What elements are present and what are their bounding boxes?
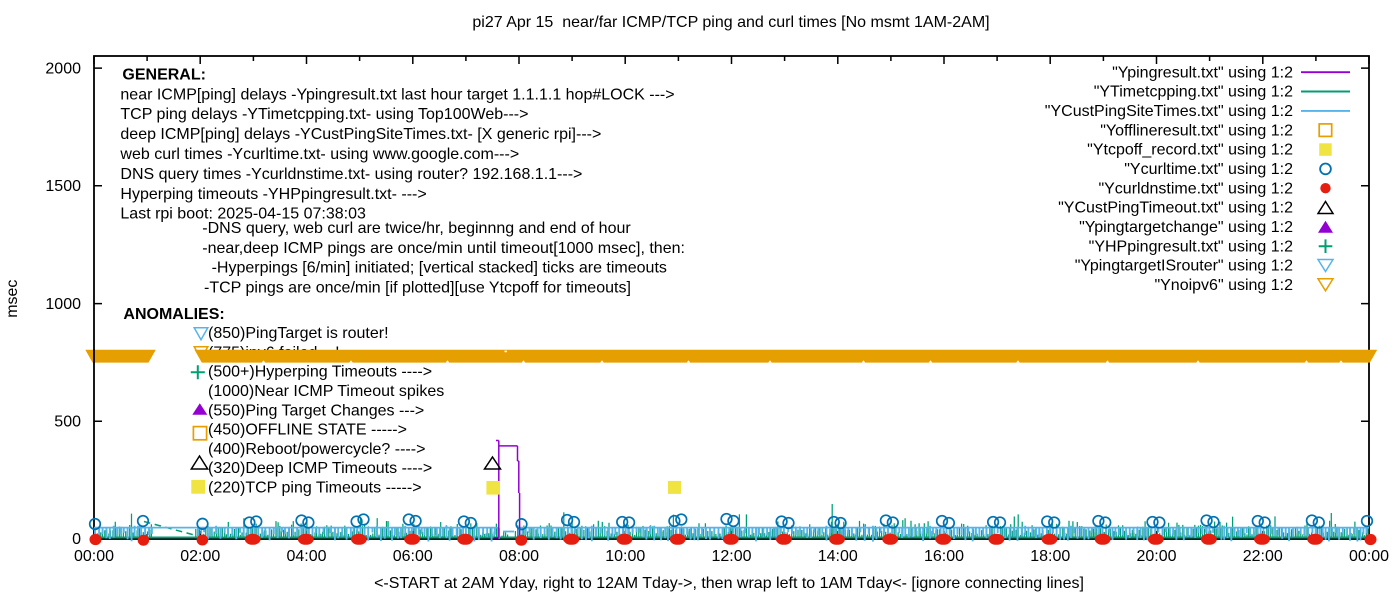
svg-text:(320)Deep ICMP Timeouts ---->: (320)Deep ICMP Timeouts ---->	[208, 460, 432, 477]
svg-text:DNS query times -Ycurldnstime.: DNS query times -Ycurldnstime.txt- using…	[120, 166, 582, 183]
svg-text:12:00: 12:00	[711, 548, 751, 565]
svg-text:00:00: 00:00	[74, 548, 114, 565]
svg-text:00:00: 00:00	[1349, 548, 1389, 565]
svg-text:06:00: 06:00	[393, 548, 433, 565]
svg-text:04:00: 04:00	[286, 548, 326, 565]
svg-text:"Ypingtargetchange" using 1:2: "Ypingtargetchange" using 1:2	[1079, 219, 1293, 236]
svg-text:08:00: 08:00	[499, 548, 539, 565]
svg-text:pi27 Apr 15 near/far ICMP/TCP: pi27 Apr 15 near/far ICMP/TCP ping and c…	[472, 14, 989, 31]
svg-text:-near,deep ICMP pings are once: -near,deep ICMP pings are once/min until…	[202, 240, 685, 257]
svg-text:1500: 1500	[45, 178, 81, 195]
svg-text:(550)Ping Target Changes --->: (550)Ping Target Changes --->	[208, 402, 424, 419]
svg-text:500: 500	[54, 413, 81, 430]
svg-text:14:00: 14:00	[818, 548, 858, 565]
svg-text:"Ynoipv6" using 1:2: "Ynoipv6" using 1:2	[1154, 277, 1293, 294]
svg-text:(400)Reboot/powercycle? ---->: (400)Reboot/powercycle? ---->	[208, 441, 425, 458]
svg-text:(500+)Hyperping Timeouts ---->: (500+)Hyperping Timeouts ---->	[208, 364, 432, 381]
svg-text:"YCustPingSiteTimes.txt" using: "YCustPingSiteTimes.txt" using 1:2	[1045, 103, 1293, 120]
svg-text:(220)TCP ping Timeouts ----->: (220)TCP ping Timeouts ----->	[208, 480, 422, 497]
svg-text:"Ytcpoff_record.txt" using 1:2: "Ytcpoff_record.txt" using 1:2	[1087, 142, 1293, 159]
svg-text:"YTimetcpping.txt" using 1:2: "YTimetcpping.txt" using 1:2	[1094, 84, 1293, 101]
svg-text:deep ICMP[ping] delays -YCustP: deep ICMP[ping] delays -YCustPingSiteTim…	[120, 126, 601, 143]
svg-text:1000: 1000	[45, 296, 81, 313]
svg-text:18:00: 18:00	[1030, 548, 1070, 565]
svg-text:0: 0	[72, 531, 81, 548]
svg-text:Last rpi boot: 2025-04-15 07:3: Last rpi boot: 2025-04-15 07:38:03	[120, 206, 366, 223]
svg-text:"Ypingresult.txt" using 1:2: "Ypingresult.txt" using 1:2	[1112, 64, 1293, 81]
svg-text:<-START at 2AM Yday, right to: <-START at 2AM Yday, right to 12AM Tday-…	[374, 575, 1084, 592]
svg-text:(1000)Near ICMP Timeout spikes: (1000)Near ICMP Timeout spikes	[208, 383, 444, 400]
svg-text:"Yofflineresult.txt" using 1:2: "Yofflineresult.txt" using 1:2	[1100, 122, 1293, 139]
svg-text:"Ycurldnstime.txt" using 1:2: "Ycurldnstime.txt" using 1:2	[1098, 180, 1293, 197]
svg-text:(450)OFFLINE STATE ----->: (450)OFFLINE STATE ----->	[208, 422, 407, 439]
svg-text:16:00: 16:00	[924, 548, 964, 565]
svg-text:22:00: 22:00	[1243, 548, 1283, 565]
svg-text:"YHPpingresult.txt" using 1:2: "YHPpingresult.txt" using 1:2	[1089, 238, 1293, 255]
svg-text:Hyperping timeouts -YHPpingres: Hyperping timeouts -YHPpingresult.txt- -…	[120, 186, 426, 203]
svg-text:"YCustPingTimeout.txt" using 1: "YCustPingTimeout.txt" using 1:2	[1058, 200, 1293, 217]
svg-text:ANOMALIES:: ANOMALIES:	[123, 306, 224, 323]
svg-text:TCP ping delays -YTimetcpping.: TCP ping delays -YTimetcpping.txt- using…	[120, 106, 528, 123]
svg-text:web curl times -Ycurltime.txt-: web curl times -Ycurltime.txt- using www…	[119, 146, 519, 163]
svg-text:20:00: 20:00	[1136, 548, 1176, 565]
svg-text:10:00: 10:00	[605, 548, 645, 565]
svg-text:"YpingtargetISrouter" using 1:: "YpingtargetISrouter" using 1:2	[1075, 258, 1293, 275]
svg-text:-Hyperpings [6/min] initiated;: -Hyperpings [6/min] initiated; [vertical…	[212, 260, 667, 277]
svg-text:"Ycurltime.txt" using 1:2: "Ycurltime.txt" using 1:2	[1124, 161, 1293, 178]
svg-text:GENERAL:: GENERAL:	[122, 66, 206, 83]
svg-text:near ICMP[ping] delays -Ypingr: near ICMP[ping] delays -Ypingresult.txt …	[120, 86, 674, 103]
svg-text:2000: 2000	[45, 60, 81, 77]
svg-text:02:00: 02:00	[180, 548, 220, 565]
svg-text:-TCP pings are once/min [if pl: -TCP pings are once/min [if plotted][use…	[204, 280, 631, 297]
svg-text:(850)PingTarget is router!: (850)PingTarget is router!	[208, 325, 389, 342]
svg-text:msec: msec	[4, 280, 21, 318]
svg-text:-DNS query, web curl are twice: -DNS query, web curl are twice/hr, begin…	[202, 220, 631, 237]
